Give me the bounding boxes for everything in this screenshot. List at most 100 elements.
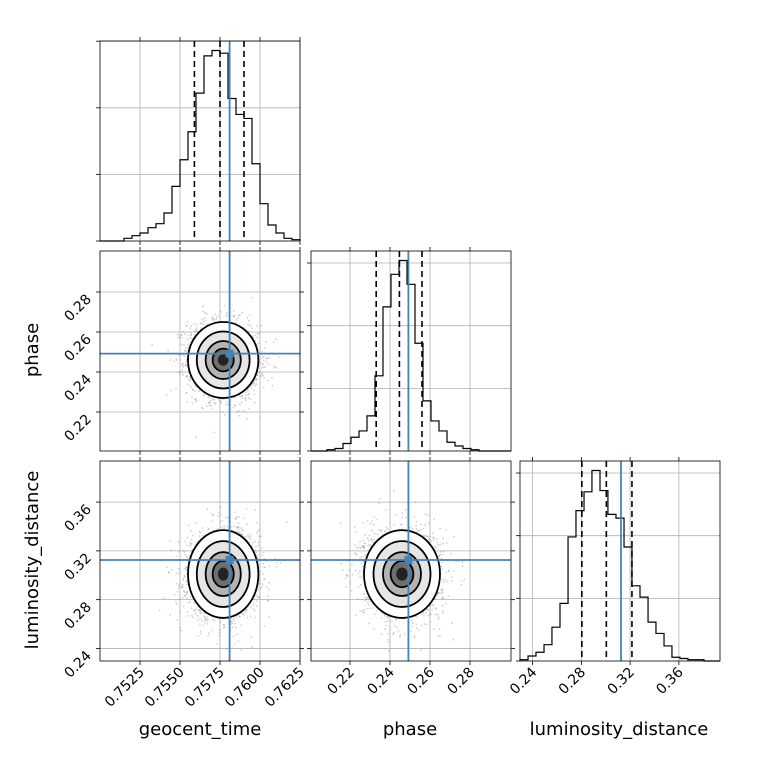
sample-point — [200, 612, 203, 615]
sample-point — [165, 566, 168, 569]
sample-point — [193, 390, 196, 393]
sample-point — [181, 371, 184, 374]
sample-point — [202, 624, 205, 627]
sample-point — [253, 383, 256, 385]
sample-point — [256, 343, 258, 346]
sample-point — [274, 557, 277, 560]
sample-point — [207, 528, 210, 531]
sample-point — [183, 551, 186, 553]
sample-point — [169, 540, 172, 542]
sample-point — [206, 618, 209, 621]
sample-point — [194, 400, 197, 403]
sample-point — [263, 577, 266, 580]
sample-point — [253, 609, 256, 612]
sample-point — [211, 316, 214, 319]
sample-point — [206, 312, 208, 315]
sample-point — [255, 383, 258, 386]
sample-point — [169, 614, 171, 616]
sample-point — [247, 393, 250, 396]
sample-point — [256, 332, 259, 335]
sample-point — [345, 574, 348, 577]
sample-point — [249, 538, 252, 541]
sample-point — [223, 527, 226, 530]
sample-point — [437, 617, 440, 620]
sample-point — [267, 363, 270, 366]
sample-point — [227, 403, 230, 406]
sample-point — [266, 379, 269, 382]
x-tick-label: 0.28 — [556, 665, 589, 698]
sample-point — [254, 401, 256, 404]
sample-point — [255, 378, 257, 381]
sample-point — [191, 388, 194, 391]
sample-point — [278, 355, 281, 358]
sample-point — [353, 526, 356, 528]
sample-point — [205, 616, 208, 619]
sample-point — [220, 400, 223, 403]
sample-point — [363, 608, 366, 611]
x-tick-label: 0.24 — [507, 664, 540, 697]
sample-point — [170, 569, 173, 571]
undefined-grid — [349, 251, 471, 451]
sample-point — [259, 535, 262, 538]
sample-point — [375, 609, 378, 612]
sample-point — [232, 309, 235, 312]
sample-point — [226, 401, 229, 403]
sample-point — [234, 404, 237, 407]
sample-point — [252, 608, 255, 610]
sample-point — [254, 549, 256, 552]
sample-point — [261, 362, 264, 365]
sample-point — [158, 609, 161, 612]
sample-point — [199, 623, 201, 626]
sample-point — [204, 618, 207, 621]
sample-point — [259, 375, 262, 378]
sample-point — [441, 553, 444, 556]
sample-point — [185, 591, 188, 593]
sample-point — [192, 534, 194, 537]
sample-point — [251, 335, 254, 337]
sample-point — [209, 399, 212, 402]
sample-point — [200, 322, 203, 325]
sample-point — [252, 389, 255, 392]
sample-point — [223, 304, 226, 307]
sample-point — [405, 516, 407, 519]
sample-point — [190, 614, 193, 617]
sample-point — [258, 535, 261, 538]
sample-point — [182, 605, 185, 608]
sample-point — [202, 323, 205, 326]
sample-point — [185, 591, 188, 594]
sample-point — [189, 385, 192, 388]
sample-point — [194, 612, 197, 615]
sample-point — [199, 531, 202, 534]
sample-point — [182, 577, 185, 580]
sample-point — [230, 526, 232, 528]
sample-point — [262, 365, 265, 368]
sample-point — [175, 387, 177, 390]
sample-point — [187, 524, 190, 527]
sample-point — [175, 357, 178, 360]
sample-point — [431, 604, 434, 606]
sample-point — [250, 605, 252, 608]
sample-point — [385, 624, 387, 627]
sample-point — [362, 611, 365, 614]
sample-point — [204, 619, 207, 621]
sample-point — [184, 350, 187, 352]
sample-point — [238, 414, 241, 417]
sample-point — [177, 333, 179, 336]
sample-point — [199, 609, 202, 612]
sample-point — [357, 598, 359, 600]
sample-point — [176, 619, 179, 622]
sample-point — [217, 515, 219, 517]
sample-point — [213, 431, 216, 434]
sample-point — [220, 310, 223, 313]
sample-point — [186, 338, 189, 341]
sample-point — [261, 374, 263, 376]
sample-point — [177, 336, 180, 339]
sample-point — [212, 618, 215, 621]
sample-point — [249, 398, 252, 401]
y-tick-label: 0.24 — [61, 648, 94, 681]
sample-point — [245, 609, 248, 612]
sample-point — [178, 336, 181, 338]
sample-point — [255, 551, 257, 553]
sample-point — [201, 318, 204, 320]
sample-point — [436, 613, 439, 616]
